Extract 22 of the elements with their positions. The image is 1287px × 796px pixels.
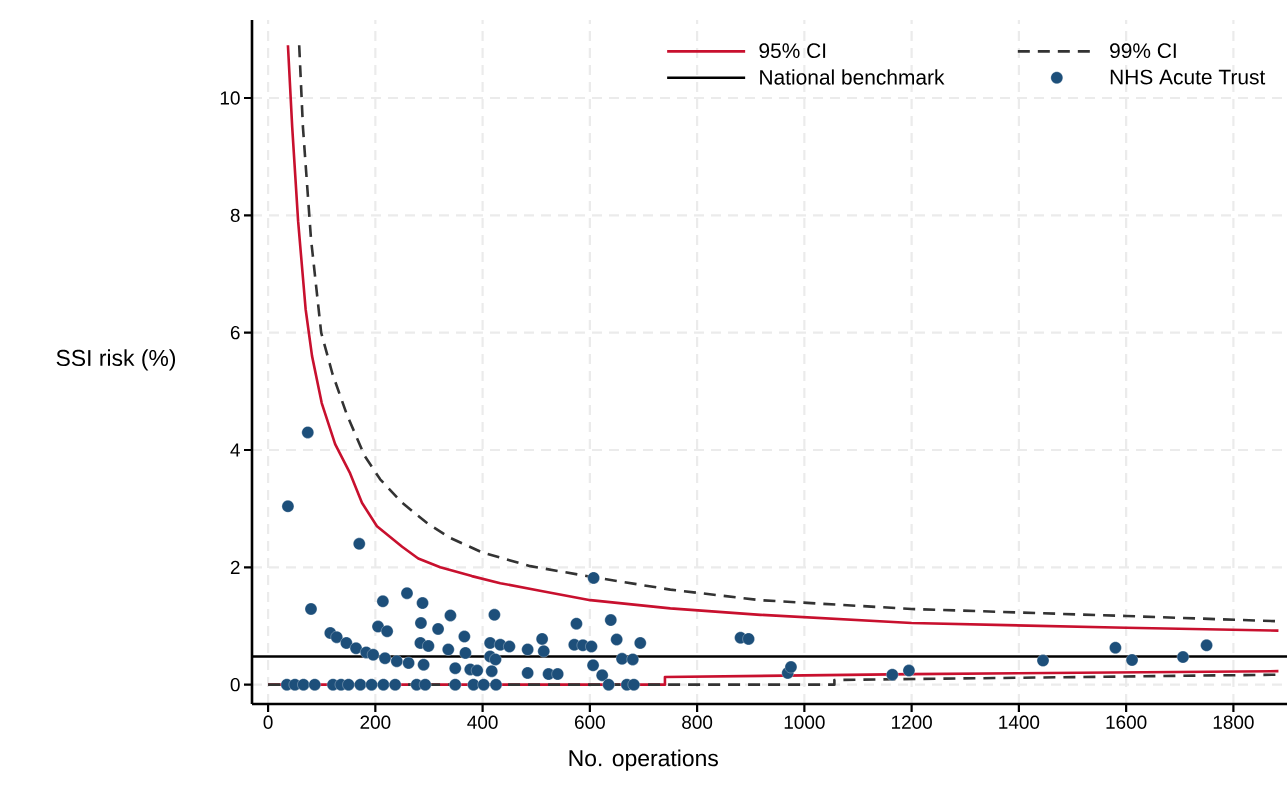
x-tick-label: 1800 — [1213, 715, 1254, 729]
y-axis-title: SSI risk (%) — [56, 349, 176, 371]
x-tick-label: 200 — [360, 715, 391, 729]
y-tick-label: 2 — [230, 560, 240, 574]
x-axis-title: No. operations — [569, 749, 718, 771]
x-tick-label: 800 — [682, 715, 713, 729]
y-tick-label: 6 — [230, 325, 240, 340]
legend-label: National benchmark — [760, 69, 945, 85]
legend-label: 99% CI — [1110, 43, 1176, 59]
x-tick-label: 600 — [575, 715, 605, 729]
x-tick-label: 1600 — [1106, 715, 1147, 729]
x-tick-label: 1000 — [784, 715, 825, 729]
x-tick-label: 1200 — [892, 715, 932, 729]
y-tick-label: 0 — [230, 677, 240, 692]
x-tick-label: 400 — [467, 715, 498, 729]
legend-label: 95% CI — [759, 43, 826, 59]
y-tick-label: 8 — [230, 208, 240, 223]
y-tick-label: 10 — [220, 91, 240, 105]
legend-label: NHS Acute Trust — [1110, 69, 1266, 85]
y-tick-label: 4 — [230, 443, 240, 457]
x-tick-label: 0 — [263, 715, 273, 729]
x-tick-label: 1400 — [999, 715, 1040, 729]
